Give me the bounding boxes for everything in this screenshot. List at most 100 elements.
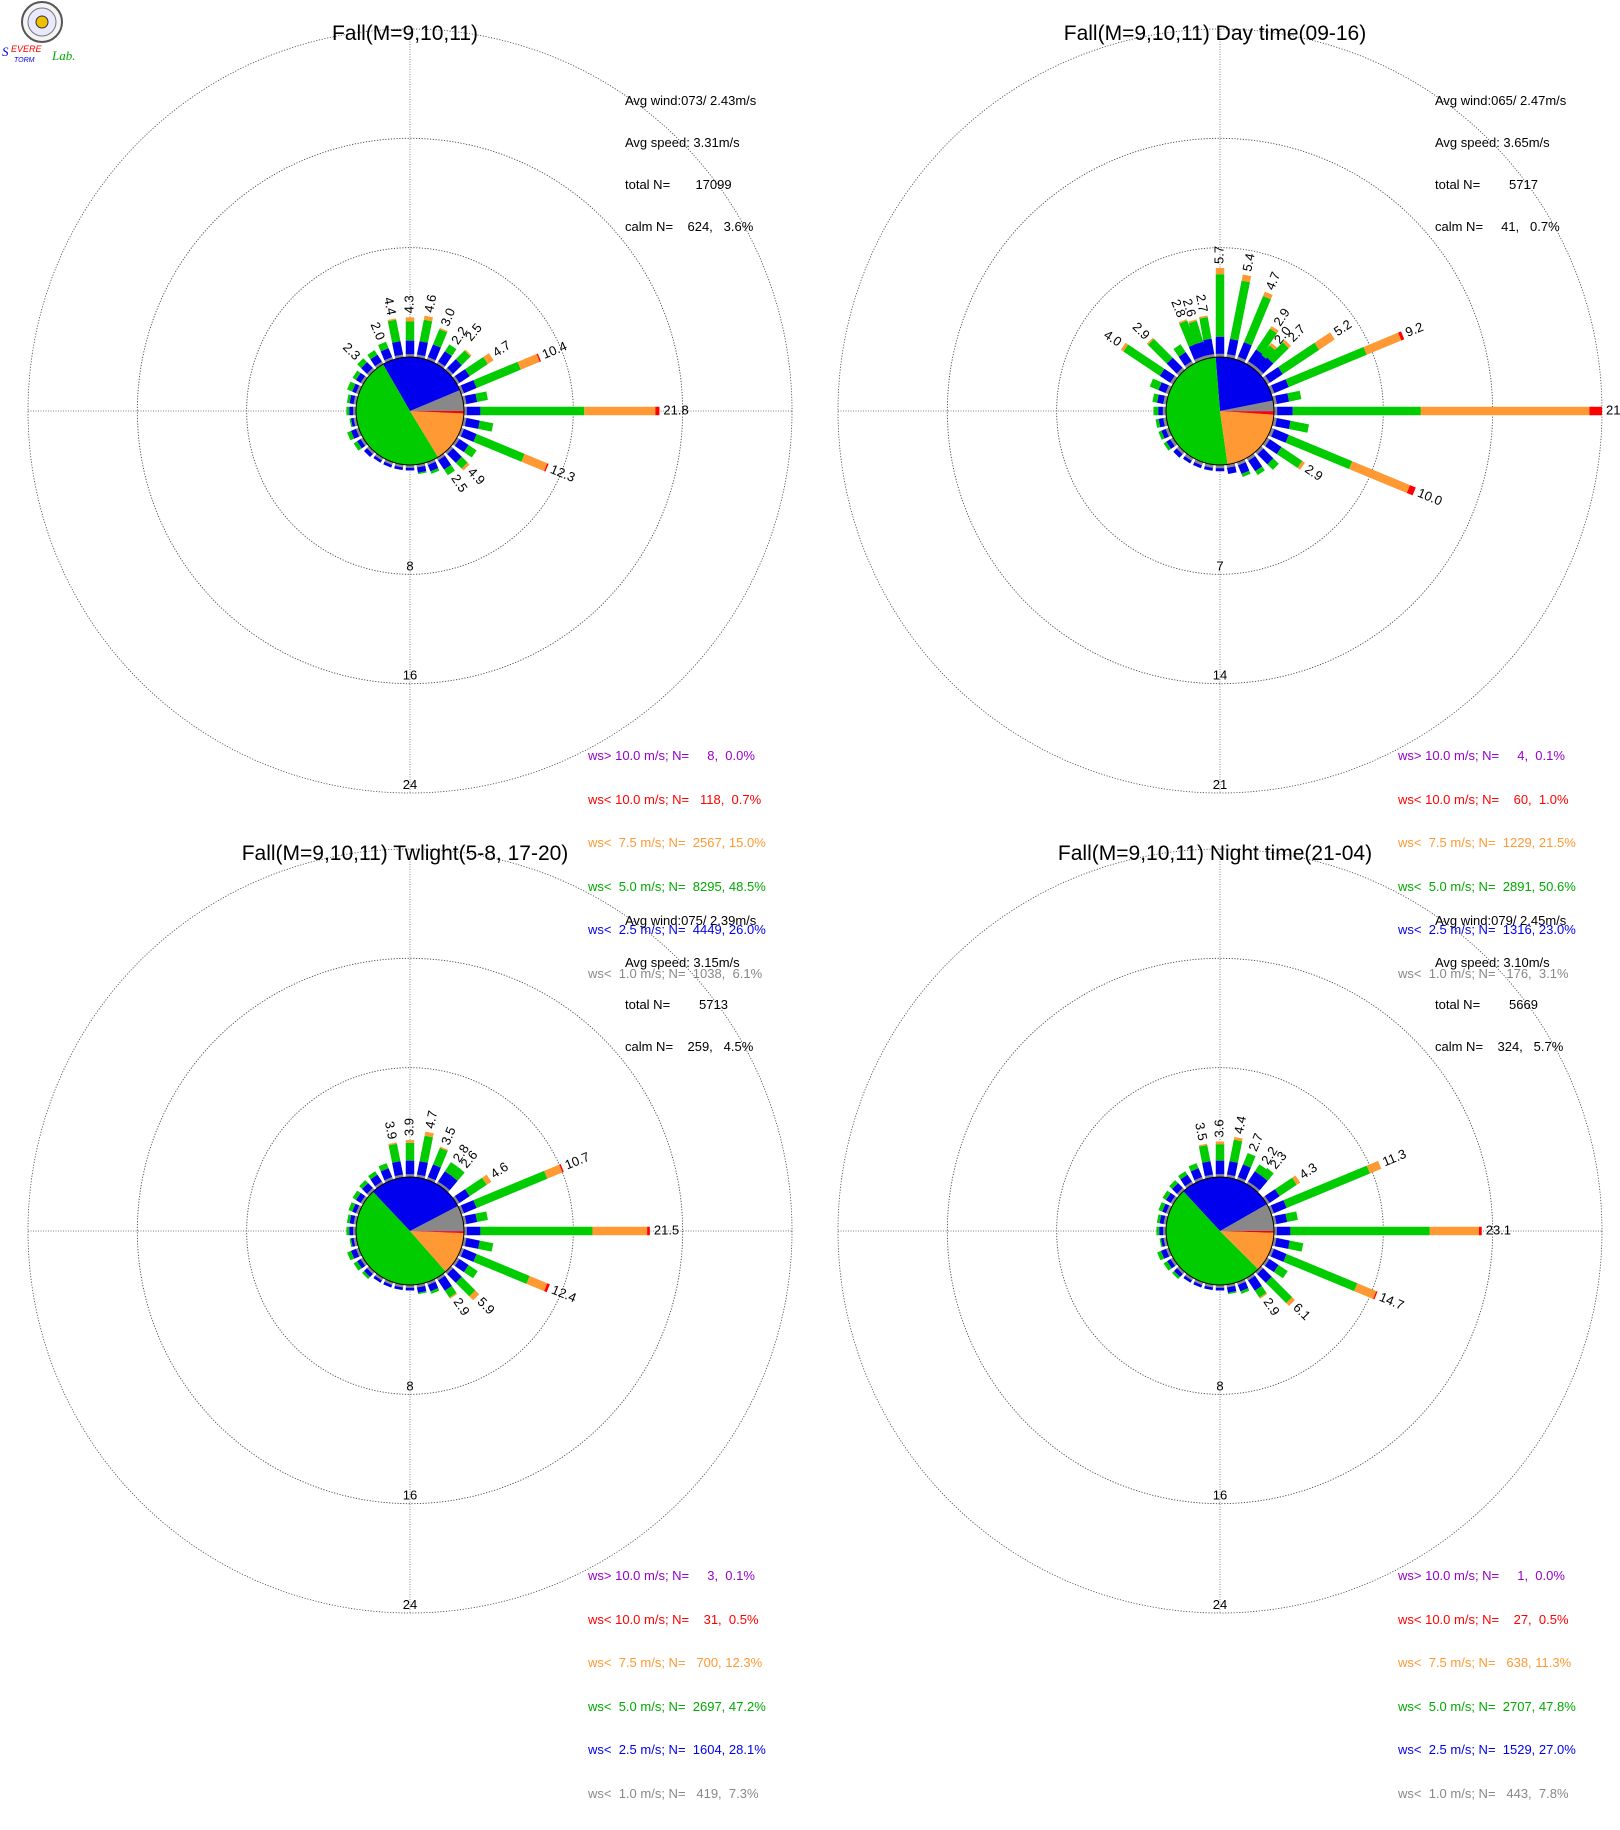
rose-bar-segment [1317,336,1333,346]
bar-value-label: 23.1 [1486,1222,1511,1237]
rose-bar-segment [1247,1155,1252,1166]
rose-bar-segment [374,1177,379,1184]
ring-label: 8 [1216,1378,1223,1393]
rose-bar-segment [448,347,453,354]
svg-text:EVERE: EVERE [11,44,43,54]
bar-value-label: 14.7 [1377,1289,1406,1313]
rose-bar-segment [396,1162,399,1175]
rose-bar-segment [442,354,449,364]
ring-label: 16 [1213,1488,1227,1503]
rose-bar-segment [1182,354,1188,363]
rose-bar-segment [1234,1141,1238,1162]
bar-value-label: 4.6 [488,1159,511,1182]
rose-bar-segment [1168,1196,1173,1199]
rose-bar-segment [349,386,354,388]
rose-bar-segment [1177,1271,1180,1274]
rose-bar-segment [446,1178,454,1187]
rose-bar-segment [1368,1165,1379,1170]
stat-total-n: total N= 5717 [1435,178,1566,192]
bar-value-label: 3.5 [1192,1121,1210,1142]
stat-avg-speed: Avg speed: 3.10m/s [1435,956,1566,970]
rose-bar-segment [1267,1193,1277,1200]
rose-bar-segment [1288,395,1300,397]
rose-bar-segment [1160,386,1167,389]
rose-bar-segment [1252,1278,1259,1288]
rose-bar-segment [372,1174,374,1177]
rose-bar-segment [1162,1242,1165,1243]
stat-calm-n: calm N= 624, 3.6% [625,220,756,234]
rose-bar-segment [1289,1300,1292,1303]
legend-entry: ws< 7.5 m/s; N= 638, 11.3% [1398,1656,1576,1671]
rose-bar-segment [367,1271,370,1274]
rose-bar-segment [1159,1255,1163,1257]
legend-entry: ws< 2.5 m/s; N= 1529, 27.0% [1398,1743,1576,1758]
rose-bar-segment [444,1148,445,1149]
rose-bar-segment [1183,321,1184,322]
rose-bar-segment [466,1269,475,1275]
rose-bar-segment [1169,1263,1172,1265]
rose-bar-segment [1208,467,1209,470]
rose-bar-segment [348,399,351,400]
bar-value-label: 2.9 [451,1295,474,1318]
rose-bar-segment [1242,464,1246,473]
rose-bar-segment [359,443,362,445]
rose-bar-segment [1169,443,1173,446]
rose-bar-segment [1160,1219,1164,1220]
rose-bar-segment [1172,1183,1175,1186]
rose-bar-segment [350,1206,354,1208]
ring-label: 16 [403,668,417,683]
rose-bar-segment [398,467,399,470]
rose-bar-segment [421,467,422,472]
rose-bar-segment [1273,346,1275,348]
bar-value-label: 5.9 [474,1294,497,1317]
rose-bar-segment [385,1170,389,1179]
rose-bar-segment [1273,383,1287,389]
rose-bar-segment [428,316,429,320]
rose-bar-segment [1273,328,1275,331]
rose-bar-segment [421,1287,422,1292]
legend-entry: ws< 7.5 m/s; N= 700, 12.3% [588,1656,766,1671]
rose-bar-segment [466,422,479,425]
rose-bar-segment [1252,458,1259,468]
bar-value-label: 2.0 [368,320,389,342]
svg-text:TORM: TORM [14,57,35,64]
rose-bar-segment [1276,397,1288,399]
rose-bar-segment [1400,335,1403,336]
rose-bar-segment [358,376,363,379]
rose-bar-segment [476,1216,487,1218]
rose-bar-segment [1193,1165,1195,1170]
ring-label: 24 [403,1597,417,1612]
rose-bar-segment [1267,293,1269,297]
rose-bar-segment [1123,346,1126,348]
rose-bar-segment [1276,1242,1289,1245]
rose-bar-segment [442,1278,449,1288]
rose-bar-segment [457,1193,467,1200]
lab-logo: S EVERE TORM Lab. [0,0,100,70]
rose-bar-segment [354,388,358,390]
rose-bar-segment [476,396,487,398]
rose-bar-segment [448,1288,453,1295]
svg-text:Lab.: Lab. [51,48,75,63]
rose-bar-segment [1260,451,1270,461]
ring-label: 8 [406,558,413,573]
rose-bar-segment [1203,1146,1206,1162]
legend-entry: ws> 10.0 m/s; N= 1, 0.0% [1398,1569,1576,1584]
rose-bar-segment [1158,1219,1161,1220]
bar-value-label: 2.5 [462,320,485,343]
rose-bar-segment [454,1170,461,1178]
bar-value-label: 2.9 [1130,319,1153,342]
rose-bar-segment [352,422,355,423]
rose-bar-segment [1277,1181,1294,1192]
rose-bar-segment [1285,1258,1356,1287]
legend-entry: ws> 10.0 m/s; N= 8, 0.0% [588,749,766,764]
rose-bar-segment [387,463,388,466]
rose-bar-segment [1244,1290,1245,1293]
ring-label: 7 [1216,558,1223,573]
stat-avg-wind: Avg wind:073/ 2.43m/s [625,94,756,108]
rose-bar-segment [1285,1170,1368,1205]
legend-entry: ws< 1.0 m/s; N= 443, 7.8% [1398,1787,1576,1802]
rose-bar-segment [1160,1206,1164,1208]
rose-bar-segment [450,1271,459,1280]
